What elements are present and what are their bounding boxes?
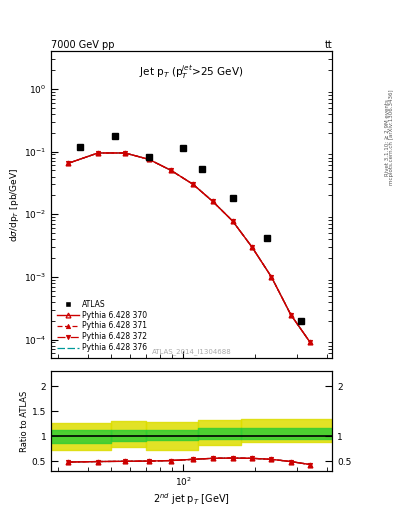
Y-axis label: d$\sigma$/dp$_T$ [pb/GeV]: d$\sigma$/dp$_T$ [pb/GeV]	[8, 167, 21, 242]
Legend: ATLAS, Pythia 6.428 370, Pythia 6.428 371, Pythia 6.428 372, Pythia 6.428 376: ATLAS, Pythia 6.428 370, Pythia 6.428 37…	[55, 297, 150, 355]
Text: ATLAS_2014_I1304688: ATLAS_2014_I1304688	[152, 349, 231, 355]
Text: tt: tt	[324, 39, 332, 50]
X-axis label: 2$^{nd}$ jet p$_T$ [GeV]: 2$^{nd}$ jet p$_T$ [GeV]	[153, 491, 230, 507]
Text: Jet p$_T$ (p$_T^{jet}$>25 GeV): Jet p$_T$ (p$_T^{jet}$>25 GeV)	[140, 63, 244, 81]
Text: Rivet 3.1.10; ≥ 2.9M events: Rivet 3.1.10; ≥ 2.9M events	[385, 99, 389, 176]
Text: mcplots.cern.ch [arXiv:1306.3436]: mcplots.cern.ch [arXiv:1306.3436]	[389, 90, 393, 185]
Y-axis label: Ratio to ATLAS: Ratio to ATLAS	[20, 391, 29, 452]
Text: 7000 GeV pp: 7000 GeV pp	[51, 39, 115, 50]
